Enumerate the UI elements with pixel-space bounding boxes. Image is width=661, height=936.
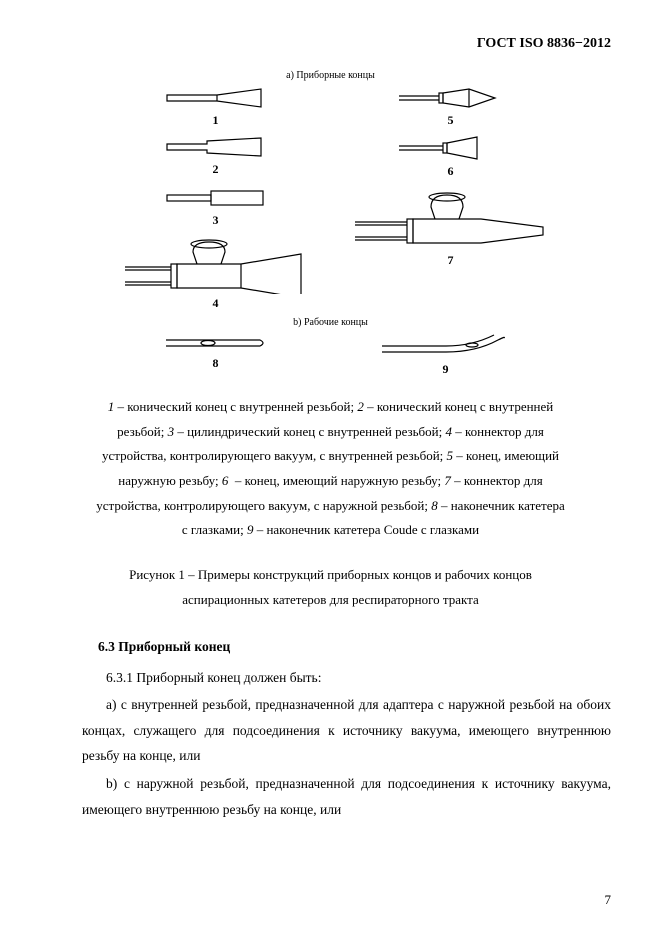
figure-item-8: 8 [121,332,311,377]
figure-section-a-label: а) Приборные концы [121,70,541,81]
paragraph-a: a) с внутренней резьбой, предназначенной… [82,692,611,769]
connector-conical-female-1-icon [161,85,271,111]
figure-item-2-number: 2 [213,162,219,177]
paragraph-6-3-1: 6.3.1 Приборный конец должен быть: [82,665,611,691]
figure-caption: Рисунок 1 – Примеры конструкций приборны… [50,563,611,612]
figure-item-9-number: 9 [443,362,449,377]
figure-item-6-number: 6 [448,164,454,179]
figure-item-7-number: 7 [448,253,454,268]
figure-caption-line2: аспирационных катетеров для респираторно… [182,592,479,607]
figure-grid-b: 8 9 [121,332,541,377]
document-header: ГОСТ ISO 8836−2012 [50,36,611,52]
connector-conical-female-2-icon [161,134,271,160]
figure-item-5-number: 5 [448,113,454,128]
figure-legend: 1 – конический конец с внутренней резьбо… [50,395,611,543]
figure-item-1: 1 [121,85,311,128]
figure-item-7: 7 [351,185,551,311]
figure-item-4-number: 4 [213,296,219,311]
catheter-tip-eyes-icon [156,332,276,354]
page-number: 7 [605,892,612,908]
figure-item-2: 2 [121,134,311,179]
connector-male-diamond-icon [391,85,511,111]
figure-item-8-number: 8 [213,356,219,371]
figure-item-1-number: 1 [213,113,219,128]
heading-6-3: 6.3 Приборный конец [98,639,611,655]
figure-section-b-label: b) Рабочие концы [121,317,541,328]
figure-item-9: 9 [351,332,541,377]
catheter-tip-coude-icon [376,332,516,360]
figure-grid-a: 1 5 2 [121,85,541,311]
figure-1: а) Приборные концы 1 [121,70,541,377]
figure-item-3-number: 3 [213,213,219,228]
figure-item-4: 4 [121,234,311,311]
figure-item-5: 5 [351,85,551,128]
connector-male-cone-icon [391,134,511,162]
figure-item-6: 6 [351,134,551,179]
vacuum-connector-female-icon [121,234,311,294]
connector-cylindrical-female-icon [161,185,271,211]
figure-item-3: 3 [121,185,311,228]
figure-caption-line1: Рисунок 1 – Примеры конструкций приборны… [129,567,532,582]
paragraph-b: b) с наружной резьбой, предназначенной д… [82,771,611,822]
vacuum-connector-male-icon [351,185,551,251]
